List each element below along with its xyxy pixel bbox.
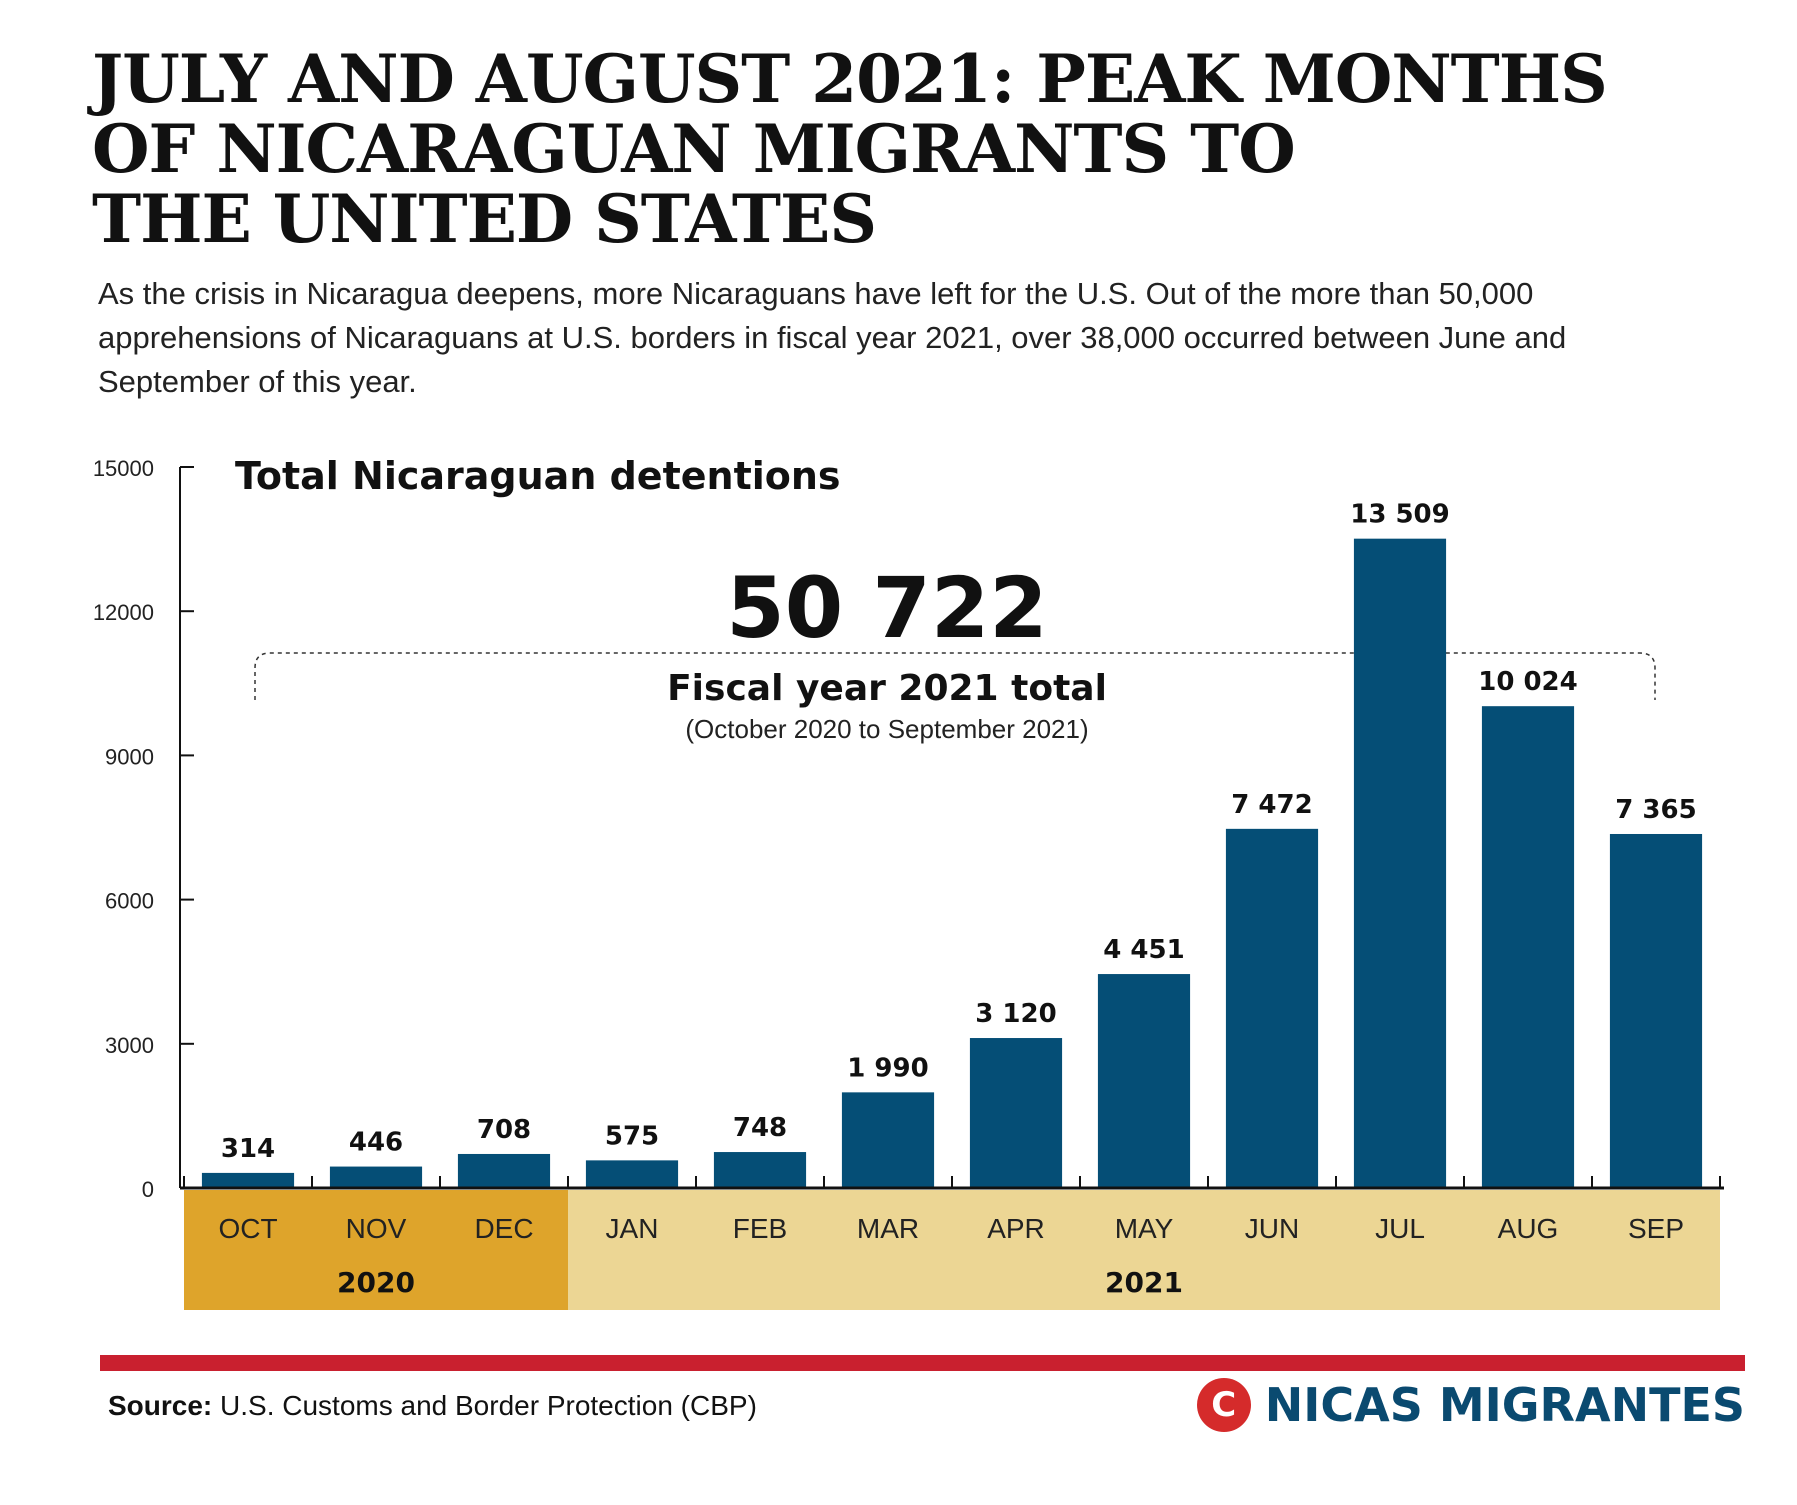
bar-value-label: 314 (221, 1134, 275, 1164)
bar-value-label: 1 990 (847, 1053, 928, 1083)
title-line-3: THE UNITED STATES (92, 180, 877, 258)
bar-value-label: 7 365 (1615, 795, 1696, 825)
bar-value-label: 748 (733, 1113, 787, 1143)
bar-mar (841, 1092, 935, 1188)
y-tick-label: 3000 (105, 1033, 154, 1058)
chart-heading: Total Nicaraguan detentions (235, 454, 841, 498)
y-tick-label: 15000 (93, 456, 154, 481)
brand-logo-block: C NICAS MIGRANTES (1196, 1378, 1745, 1432)
bars: 314 446 708 575 748 1 990 3 120 4 451 7 472 13 50… (201, 500, 1703, 1188)
category-bands: 2020 2021 (184, 1190, 1720, 1310)
bar-jan (585, 1160, 679, 1188)
source-label: Source: (108, 1390, 213, 1421)
title-line-1: JULY AND AUGUST 2021: PEAK MONTHS (92, 40, 1608, 118)
x-tick-label: AUG (1498, 1213, 1559, 1244)
y-tick-label: 6000 (105, 889, 154, 914)
x-tick-label: JUN (1245, 1213, 1299, 1244)
bar-jul (1353, 538, 1447, 1188)
brand-mark-icon: C (1196, 1378, 1251, 1432)
x-tick-label: OCT (218, 1213, 277, 1244)
chart-title: JULY AND AUGUST 2021: PEAK MONTHS OF NIC… (92, 44, 1692, 254)
x-tick-label: MAY (1115, 1213, 1174, 1244)
bar-value-label: 708 (477, 1115, 531, 1145)
bar-value-label: 13 509 (1350, 500, 1450, 530)
bar-oct (201, 1172, 295, 1188)
bar-feb (713, 1152, 807, 1188)
total-label: Fiscal year 2021 total (667, 668, 1107, 709)
year-label: 2021 (1105, 1266, 1183, 1299)
x-tick-label: APR (987, 1213, 1045, 1244)
bar-value-label: 3 120 (975, 999, 1056, 1029)
source-note: Source: U.S. Customs and Border Protecti… (108, 1390, 757, 1422)
y-tick-label: 0 (142, 1177, 154, 1202)
bar-may (1097, 974, 1191, 1188)
total-value: 50 722 (726, 559, 1047, 657)
y-axis: 0 3000 6000 9000 12000 15000 (93, 456, 194, 1202)
title-line-2: OF NICARAGUAN MIGRANTS TO (92, 110, 1296, 188)
year-label: 2020 (337, 1266, 415, 1299)
bar-value-label: 10 024 (1478, 667, 1578, 697)
bar-sep (1609, 833, 1703, 1188)
year-band-2020 (184, 1190, 568, 1310)
total-sublabel: (October 2020 to September 2021) (685, 714, 1088, 744)
x-axis: OCT NOV DEC JAN FEB MAR APR MAY JUN JUL AUG SEP (180, 1176, 1724, 1244)
x-tick-label: DEC (474, 1213, 533, 1244)
x-tick-label: JAN (606, 1213, 659, 1244)
footer-divider (100, 1355, 1745, 1371)
source-text: U.S. Customs and Border Protection (CBP) (212, 1390, 757, 1421)
bar-chart: 0 3000 6000 9000 12000 15000 50 722 Fiscal ye… (93, 454, 1724, 1310)
y-tick-label: 12000 (93, 600, 154, 625)
bar-value-label: 446 (349, 1128, 403, 1158)
bar-dec (457, 1153, 551, 1188)
bar-nov (329, 1166, 423, 1188)
x-tick-label: JUL (1375, 1213, 1425, 1244)
chart-subtitle: As the crisis in Nicaragua deepens, more… (98, 276, 1567, 399)
x-tick-label: MAR (857, 1213, 919, 1244)
bar-value-label: 575 (605, 1121, 659, 1151)
total-annotation: 50 722 Fiscal year 2021 total (October 2… (254, 559, 1656, 744)
y-tick-label: 9000 (105, 744, 154, 769)
bar-aug (1481, 706, 1575, 1188)
bar-apr (969, 1038, 1063, 1188)
bar-jun (1225, 828, 1319, 1188)
brand-name: NICAS MIGRANTES (1264, 1378, 1745, 1432)
x-tick-label: SEP (1628, 1213, 1684, 1244)
bar-value-label: 4 451 (1103, 935, 1184, 965)
bar-value-label: 7 472 (1231, 790, 1312, 820)
x-tick-label: FEB (733, 1213, 787, 1244)
year-band-2021 (568, 1190, 1720, 1310)
x-tick-label: NOV (346, 1213, 407, 1244)
